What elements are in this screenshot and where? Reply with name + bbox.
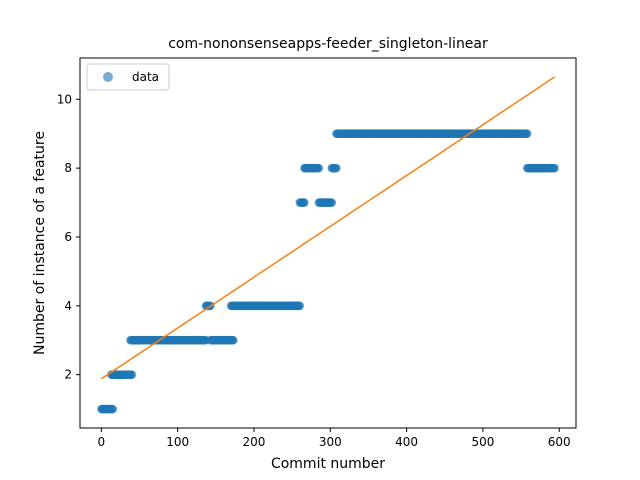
x-axis-label: Commit number bbox=[271, 456, 385, 472]
data-point bbox=[314, 163, 324, 173]
x-tick-label: 500 bbox=[471, 435, 494, 449]
fit-line-layer bbox=[100, 76, 556, 380]
y-tick-label: 6 bbox=[64, 230, 72, 244]
data-point bbox=[332, 163, 341, 173]
y-tick-label: 2 bbox=[64, 368, 72, 382]
x-tick-label: 0 bbox=[98, 435, 106, 449]
y-axis-label: Number of instance of a feature bbox=[32, 131, 48, 355]
legend-label-data: data bbox=[132, 70, 159, 84]
x-axis-ticks: 0 100 200 300 400 500 600 bbox=[98, 428, 571, 449]
legend: data bbox=[86, 63, 170, 91]
plot-area bbox=[97, 76, 559, 414]
y-tick-label: 10 bbox=[57, 92, 72, 106]
data-point bbox=[229, 335, 238, 345]
x-tick-label: 200 bbox=[243, 435, 266, 449]
data-point bbox=[108, 404, 118, 414]
axes-frame bbox=[79, 57, 577, 429]
data-point bbox=[550, 163, 559, 173]
legend-box bbox=[86, 63, 170, 91]
data-point bbox=[522, 129, 532, 139]
data-point bbox=[327, 198, 337, 207]
data-point bbox=[300, 198, 309, 207]
legend-marker bbox=[103, 72, 113, 82]
y-tick-label: 4 bbox=[64, 299, 72, 313]
y-axis-ticks: 2 4 6 8 10 bbox=[57, 92, 80, 382]
fit-line bbox=[100, 76, 556, 380]
x-tick-label: 600 bbox=[548, 435, 571, 449]
x-tick-label: 100 bbox=[166, 435, 189, 449]
chart-title: com-nononsenseapps-feeder_singleton-line… bbox=[168, 36, 488, 52]
x-tick-label: 300 bbox=[319, 435, 342, 449]
data-point bbox=[295, 301, 305, 311]
y-tick-label: 8 bbox=[64, 161, 72, 175]
data-point bbox=[127, 370, 137, 379]
x-tick-label: 400 bbox=[395, 435, 418, 449]
